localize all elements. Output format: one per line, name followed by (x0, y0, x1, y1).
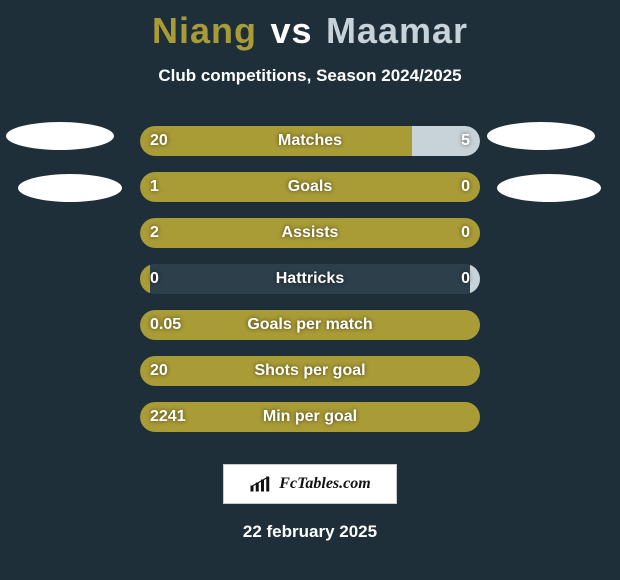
subtitle: Club competitions, Season 2024/2025 (0, 66, 620, 86)
bar-right (412, 126, 480, 156)
bar-left (140, 218, 480, 248)
bar-left (140, 264, 150, 294)
date: 22 february 2025 (0, 522, 620, 542)
stat-row: Hattricks00 (0, 264, 620, 294)
bar-track (140, 264, 480, 294)
bar-track (140, 402, 480, 432)
stat-row: Goals per match0.05 (0, 310, 620, 340)
watermark-text: FcTables.com (279, 475, 370, 493)
bar-left (140, 356, 480, 386)
placeholder-ellipse (497, 174, 601, 202)
bar-track (140, 172, 480, 202)
bar-track (140, 356, 480, 386)
bar-track (140, 126, 480, 156)
bar-left (140, 126, 412, 156)
bar-left (140, 402, 480, 432)
bar-left (140, 310, 480, 340)
title: Niang vs Maamar (0, 0, 620, 52)
placeholder-ellipse (6, 122, 114, 150)
bar-track (140, 218, 480, 248)
title-vs: vs (270, 10, 312, 51)
stat-row: Shots per goal20 (0, 356, 620, 386)
watermark: FcTables.com (223, 464, 397, 504)
bar-track (140, 310, 480, 340)
comparison-chart: Matches205Goals10Assists20Hattricks00Goa… (0, 126, 620, 446)
bar-right (470, 264, 480, 294)
title-player2: Maamar (326, 10, 468, 51)
stat-row: Min per goal2241 (0, 402, 620, 432)
stat-row: Assists20 (0, 218, 620, 248)
placeholder-ellipse (18, 174, 122, 202)
bar-left (140, 172, 480, 202)
chart-icon (249, 475, 273, 493)
placeholder-ellipse (487, 122, 595, 150)
title-player1: Niang (152, 10, 257, 51)
